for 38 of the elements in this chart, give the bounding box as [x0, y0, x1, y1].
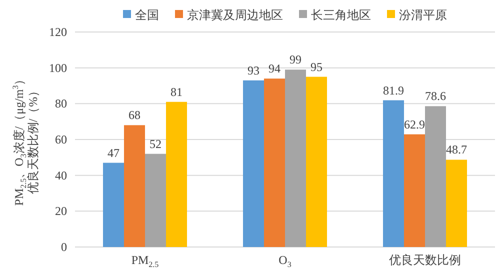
legend-label: 京津冀及周边地区: [187, 8, 283, 22]
data-label: 62.9: [404, 117, 425, 132]
bar: [264, 78, 285, 247]
bar: [285, 70, 306, 247]
y-tick-label: 100: [49, 60, 67, 75]
data-label: 95: [310, 60, 322, 74]
x-tick-label: PM$_{2.5}$: [131, 253, 159, 269]
legend-label: 汾渭平原: [399, 8, 447, 22]
data-label: 48.7: [446, 142, 467, 157]
bar: [306, 76, 327, 247]
bar: [145, 154, 166, 247]
y-tick-label: 80: [55, 96, 67, 111]
y-tick-label: 0: [61, 240, 67, 254]
data-label: 94: [268, 62, 280, 76]
data-label: 52: [150, 136, 162, 151]
data-label: 81: [170, 84, 182, 99]
x-tick-label: O$_{3}$: [278, 253, 292, 269]
y-tick-label: 60: [55, 132, 67, 146]
data-label: 68: [128, 108, 140, 122]
bar: [404, 134, 425, 247]
data-label: 99: [290, 52, 302, 67]
bar: [383, 100, 404, 247]
bar: [124, 125, 145, 247]
bar: [103, 162, 124, 247]
bar: [425, 106, 446, 247]
data-label: 78.6: [425, 89, 446, 104]
y-tick-label: 120: [49, 25, 67, 39]
bar: [166, 102, 187, 247]
legend-label: 全国: [135, 8, 159, 22]
legend-label: 长三角地区: [311, 8, 371, 22]
data-label: 93: [248, 63, 260, 78]
x-tick-label: 优良天数比例: [389, 253, 461, 267]
bar: [446, 160, 467, 247]
bar: [243, 80, 264, 247]
data-label: 81.9: [383, 83, 404, 98]
y-tick-label: 20: [55, 204, 67, 218]
data-label: 47: [108, 146, 120, 160]
y-tick-label: 40: [55, 168, 67, 182]
